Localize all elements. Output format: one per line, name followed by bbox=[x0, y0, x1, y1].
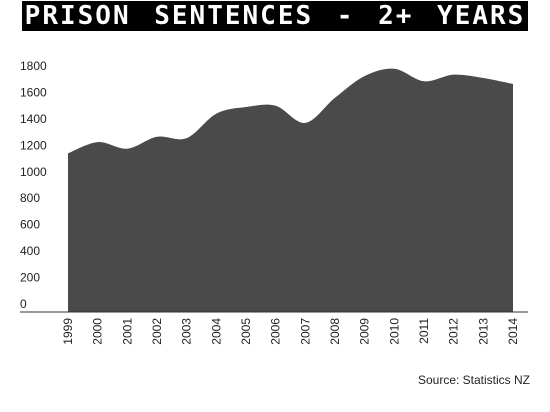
source-note: Source: Statistics NZ bbox=[418, 373, 530, 387]
x-tick-label: 2014 bbox=[506, 318, 520, 345]
y-tick-label: 0 bbox=[20, 297, 27, 311]
x-tick-label: 2011 bbox=[417, 318, 431, 344]
chart-title: PRISON SENTENCES - 2+ YEARS bbox=[21, 1, 529, 31]
y-tick-label: 600 bbox=[20, 218, 40, 232]
x-tick-label: 2005 bbox=[239, 318, 253, 345]
x-tick-label: 2000 bbox=[91, 318, 105, 345]
y-tick-label: 1800 bbox=[20, 59, 47, 73]
x-tick-label: 2010 bbox=[387, 318, 401, 345]
y-tick-label: 1400 bbox=[20, 112, 47, 126]
x-tick-label: 2001 bbox=[120, 318, 134, 345]
y-tick-label: 1000 bbox=[20, 165, 47, 179]
x-tick-label: 2008 bbox=[328, 318, 342, 345]
title-box: PRISON SENTENCES - 2+ YEARS bbox=[0, 0, 550, 32]
y-tick-label: 400 bbox=[20, 244, 40, 258]
x-tick-label: 2004 bbox=[209, 318, 223, 345]
x-tick-label: 2003 bbox=[180, 318, 194, 345]
y-tick-label: 200 bbox=[20, 271, 40, 285]
x-tick-label: 2002 bbox=[150, 318, 164, 345]
x-tick-label: 2013 bbox=[476, 318, 490, 345]
y-tick-label: 800 bbox=[20, 191, 40, 205]
y-tick-label: 1600 bbox=[20, 85, 47, 99]
area bbox=[68, 68, 513, 312]
x-tick-label: 2009 bbox=[358, 318, 372, 345]
y-tick-label: 1200 bbox=[20, 138, 47, 152]
x-tick-label: 2007 bbox=[298, 318, 312, 345]
x-tick-label: 1999 bbox=[61, 318, 75, 345]
x-tick-label: 2012 bbox=[447, 318, 461, 345]
x-tick-label: 2006 bbox=[269, 318, 283, 345]
